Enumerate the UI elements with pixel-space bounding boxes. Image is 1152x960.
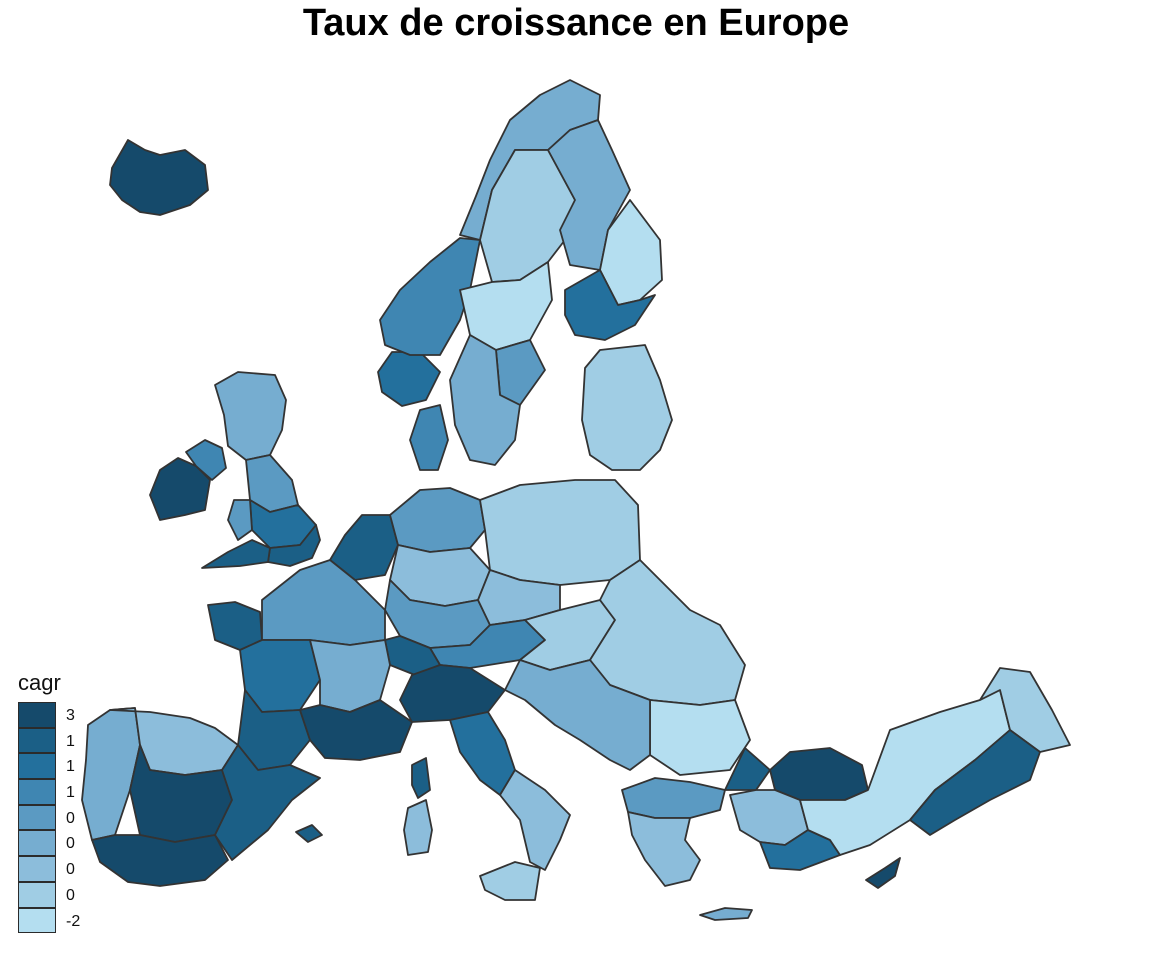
legend-swatch xyxy=(18,702,56,728)
region-balkans xyxy=(504,659,651,771)
region-italy-south xyxy=(499,769,571,871)
region-uk-scotland xyxy=(214,371,287,461)
region-sweden-east xyxy=(495,339,546,406)
region-sicily xyxy=(479,861,541,901)
region-cyprus xyxy=(865,857,901,889)
region-uk-wales xyxy=(227,499,253,541)
region-sweden-south xyxy=(449,334,521,466)
region-uk-south-west xyxy=(201,539,271,569)
legend-item: 0 xyxy=(18,804,75,831)
legend-item: -2 xyxy=(18,907,80,934)
region-spain-east xyxy=(214,744,321,861)
region-balearics xyxy=(295,824,323,843)
region-greece-north xyxy=(621,777,726,819)
legend-label: 0 xyxy=(66,861,75,879)
region-corsica xyxy=(411,757,431,799)
region-romania xyxy=(589,559,746,706)
legend-title: cagr xyxy=(18,670,61,695)
region-germany-north xyxy=(389,487,486,553)
legend-swatch xyxy=(18,804,56,831)
legend-label: 0 xyxy=(66,809,75,827)
legend-item: 1 xyxy=(18,779,75,805)
legend-label: 1 xyxy=(66,784,75,802)
region-ireland-east xyxy=(185,439,227,481)
region-bulgaria xyxy=(649,699,751,776)
region-greece-south xyxy=(627,811,701,887)
legend-label: -2 xyxy=(66,912,81,930)
region-crete xyxy=(699,907,753,921)
region-turkey-east xyxy=(979,667,1071,753)
region-turkey-south-east xyxy=(909,729,1041,836)
region-baltics xyxy=(581,344,673,471)
legend-swatch xyxy=(18,830,56,857)
region-ireland-west xyxy=(149,457,211,521)
legend-label: 0 xyxy=(66,886,75,904)
region-italy-centre xyxy=(449,711,516,796)
region-iceland xyxy=(109,139,209,216)
region-uk-south-east xyxy=(267,524,321,567)
map-legend: cagr 3 1 1 1 0 0 0 0 -2 xyxy=(18,670,80,934)
region-denmark xyxy=(409,404,449,471)
region-spain-south xyxy=(91,834,229,887)
legend-swatch xyxy=(18,881,56,908)
legend-label: 1 xyxy=(66,758,75,776)
legend-swatch xyxy=(18,907,56,934)
legend-swatch xyxy=(18,856,56,882)
region-portugal xyxy=(81,707,141,841)
legend-item: 0 xyxy=(18,830,75,857)
legend-label: 1 xyxy=(66,732,75,750)
region-france-south-east xyxy=(299,699,413,761)
legend-item: 1 xyxy=(18,753,75,780)
legend-item: 1 xyxy=(18,727,75,754)
legend-item: 3 xyxy=(18,702,75,728)
map-title: Taux de croissance en Europe xyxy=(302,2,850,44)
region-norway-south xyxy=(377,351,441,407)
legend-swatch xyxy=(18,727,56,754)
legend-swatch xyxy=(18,779,56,805)
region-finland-south xyxy=(564,269,656,341)
region-poland xyxy=(479,479,641,586)
legend-items: 3 1 1 1 0 0 0 0 -2 xyxy=(18,702,80,934)
legend-item: 0 xyxy=(18,856,75,882)
legend-label: 3 xyxy=(66,707,75,724)
legend-label: 0 xyxy=(66,835,75,853)
region-sardinia xyxy=(403,799,433,856)
legend-item: 0 xyxy=(18,881,75,908)
region-turkey-north xyxy=(769,747,869,801)
legend-swatch xyxy=(18,753,56,780)
